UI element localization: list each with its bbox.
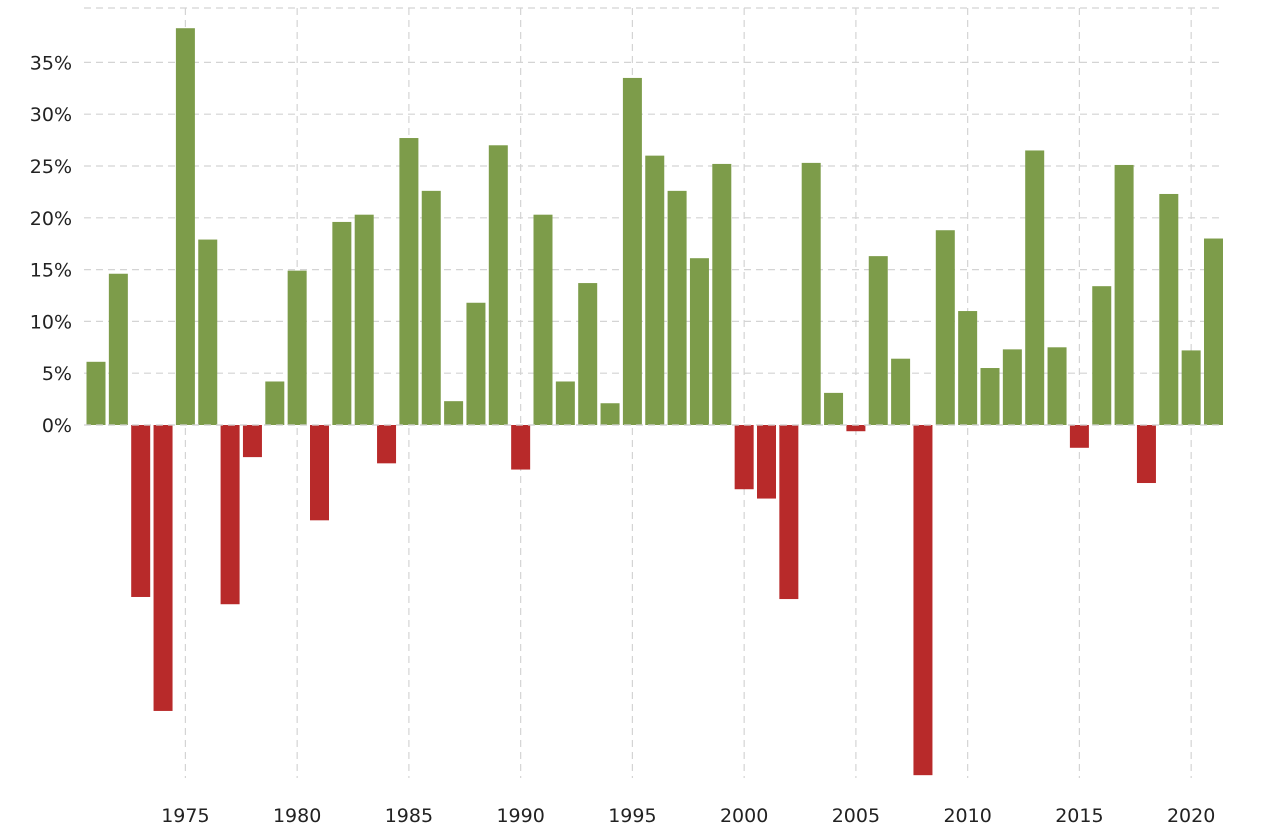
bar-1991 <box>533 214 553 425</box>
bar-1999 <box>712 163 732 425</box>
bar-1997 <box>667 190 687 425</box>
bar-2017 <box>1114 164 1134 425</box>
x-tick-label: 2015 <box>1055 805 1103 827</box>
bar-1984 <box>377 425 397 464</box>
bar-1990 <box>511 425 531 470</box>
bar-1986 <box>421 190 441 425</box>
bar-1980 <box>287 270 307 425</box>
x-tick-label: 1980 <box>273 805 321 827</box>
bar-2002 <box>779 425 799 600</box>
bar-2003 <box>801 162 821 425</box>
bar-1974 <box>153 425 173 711</box>
x-tick-label: 1985 <box>385 805 433 827</box>
bar-2011 <box>980 368 1000 425</box>
bar-2010 <box>958 311 978 425</box>
x-tick-label: 1995 <box>608 805 656 827</box>
bar-1998 <box>689 258 709 425</box>
y-tick-label: 0% <box>42 415 72 437</box>
y-tick-label: 5% <box>42 363 72 385</box>
bar-1972 <box>108 273 128 425</box>
bar-2014 <box>1047 347 1067 425</box>
bar-2012 <box>1002 349 1022 425</box>
bar-2013 <box>1025 150 1045 425</box>
bar-2018 <box>1136 425 1156 484</box>
y-tick-label: 10% <box>30 311 72 333</box>
x-tick-label: 2020 <box>1167 805 1215 827</box>
x-tick-label: 2010 <box>943 805 991 827</box>
bar-1971 <box>86 361 106 425</box>
bar-1988 <box>466 302 486 425</box>
bar-1992 <box>555 381 575 425</box>
bar-1978 <box>242 425 262 458</box>
bar-2020 <box>1181 350 1201 425</box>
x-tick-label: 1975 <box>161 805 209 827</box>
bar-1977 <box>220 425 240 605</box>
bar-1983 <box>354 214 374 425</box>
bars <box>86 28 1223 776</box>
bar-1973 <box>131 425 151 597</box>
y-tick-label: 15% <box>30 260 72 282</box>
y-tick-label: 20% <box>30 208 72 230</box>
y-tick-label: 30% <box>30 104 72 126</box>
bar-1987 <box>444 401 464 425</box>
bar-1981 <box>310 425 329 521</box>
bar-1996 <box>645 155 665 425</box>
bar-2008 <box>913 425 933 776</box>
bar-1982 <box>332 221 352 425</box>
bar-2016 <box>1092 286 1112 425</box>
bar-1994 <box>600 403 620 425</box>
x-tick-label: 1990 <box>496 805 544 827</box>
x-tick-label: 2005 <box>832 805 880 827</box>
bar-1975 <box>175 28 195 426</box>
bar-2000 <box>734 425 754 490</box>
x-tick-label: 2000 <box>720 805 768 827</box>
bar-1995 <box>622 77 642 425</box>
bar-1979 <box>265 381 285 425</box>
x-axis-ticks: 1975 1980 1985 1990 1995 2000 2005 2010 2015 2020 <box>161 805 1215 827</box>
bar-2021 <box>1204 238 1223 425</box>
y-tick-label: 35% <box>30 52 72 74</box>
bar-2001 <box>757 425 776 499</box>
bar-2007 <box>891 358 911 425</box>
y-axis-ticks: 0% 5% 10% 15% 20% 25% 30% 35% <box>30 52 72 437</box>
bar-1989 <box>488 145 508 425</box>
bar-1985 <box>399 138 419 425</box>
bar-2004 <box>824 392 844 425</box>
y-tick-label: 25% <box>30 156 72 178</box>
bar-2005 <box>846 425 866 432</box>
bar-1976 <box>198 239 218 425</box>
bar-2009 <box>935 230 955 425</box>
bar-1993 <box>578 283 598 425</box>
bar-2015 <box>1069 425 1089 448</box>
bar-2006 <box>868 256 888 425</box>
bar-2019 <box>1159 193 1179 425</box>
